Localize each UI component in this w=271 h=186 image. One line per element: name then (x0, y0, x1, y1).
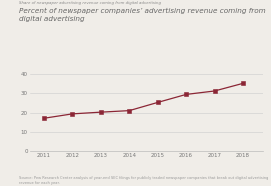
Text: Share of newspaper advertising revenue coming from digital advertising: Share of newspaper advertising revenue c… (19, 1, 161, 5)
Text: Percent of newspaper companies’ advertising revenue coming from
digital advertis: Percent of newspaper companies’ advertis… (19, 8, 266, 22)
Text: Source: Pew Research Center analysis of year-end SEC filings for publicly traded: Source: Pew Research Center analysis of … (19, 176, 268, 185)
